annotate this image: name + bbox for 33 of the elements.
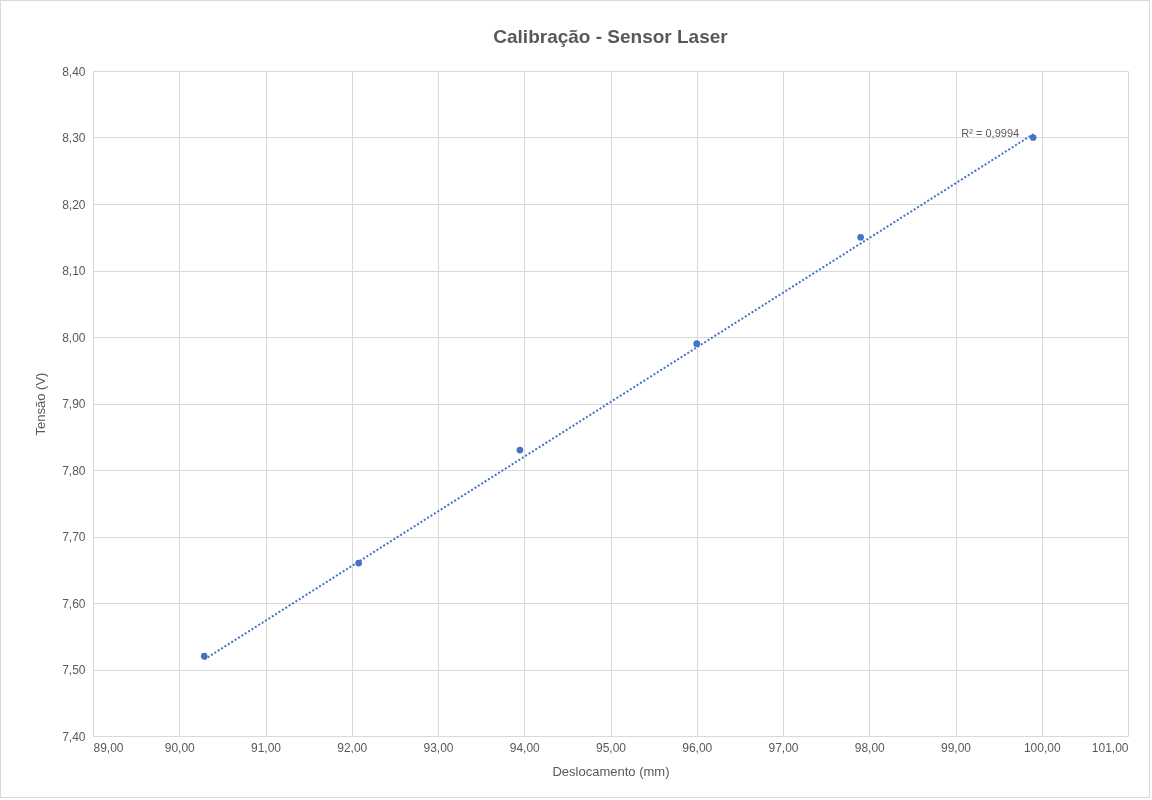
y-tick-label: 7,70 bbox=[62, 530, 86, 544]
x-tick-label: 99,00 bbox=[940, 740, 972, 755]
point bbox=[857, 233, 864, 241]
y-tick-label: 8,20 bbox=[62, 197, 86, 212]
chart-title: Calibração - Sensor Laser bbox=[493, 26, 729, 47]
x-tick-label: 97,00 bbox=[768, 740, 799, 755]
x-tick-label: 89,00 bbox=[93, 740, 124, 755]
y-tick-label: 8,00 bbox=[62, 330, 86, 345]
y-tick-label: 8,10 bbox=[62, 264, 86, 278]
point bbox=[1029, 134, 1037, 141]
y-tick-label: 8,40 bbox=[62, 64, 86, 79]
x-tick-label: 101,00 bbox=[1091, 740, 1129, 755]
x-tick-label: 92,00 bbox=[337, 740, 368, 755]
x-tick-label: 94,00 bbox=[509, 740, 541, 755]
x-tick-label: 96,00 bbox=[682, 740, 713, 755]
y-tick-label: 7,80 bbox=[62, 463, 86, 478]
y-tick-label: 7,50 bbox=[62, 663, 86, 677]
point bbox=[693, 340, 701, 347]
x-tick-label: 98,00 bbox=[854, 740, 886, 755]
annotation: R² = 0,9994 bbox=[961, 126, 1020, 139]
x-tick-label: 93,00 bbox=[423, 740, 454, 755]
y-tick-label: 7,90 bbox=[62, 397, 86, 411]
x-tick-label: 100,00 bbox=[1023, 740, 1061, 755]
y-tick-label: 7,40 bbox=[62, 729, 86, 744]
y-tick-label: 7,60 bbox=[62, 596, 86, 611]
x-tick-label: 90,00 bbox=[164, 740, 196, 755]
x-axis-title: Deslocamento (mm) bbox=[552, 763, 670, 779]
y-tick-label: 8,30 bbox=[62, 131, 86, 145]
x-tick-label: 91,00 bbox=[250, 740, 282, 755]
x-tick-label: 95,00 bbox=[595, 740, 627, 755]
point bbox=[516, 446, 524, 454]
point bbox=[200, 652, 208, 660]
y-axis-title: Tensão (V) bbox=[33, 372, 49, 436]
